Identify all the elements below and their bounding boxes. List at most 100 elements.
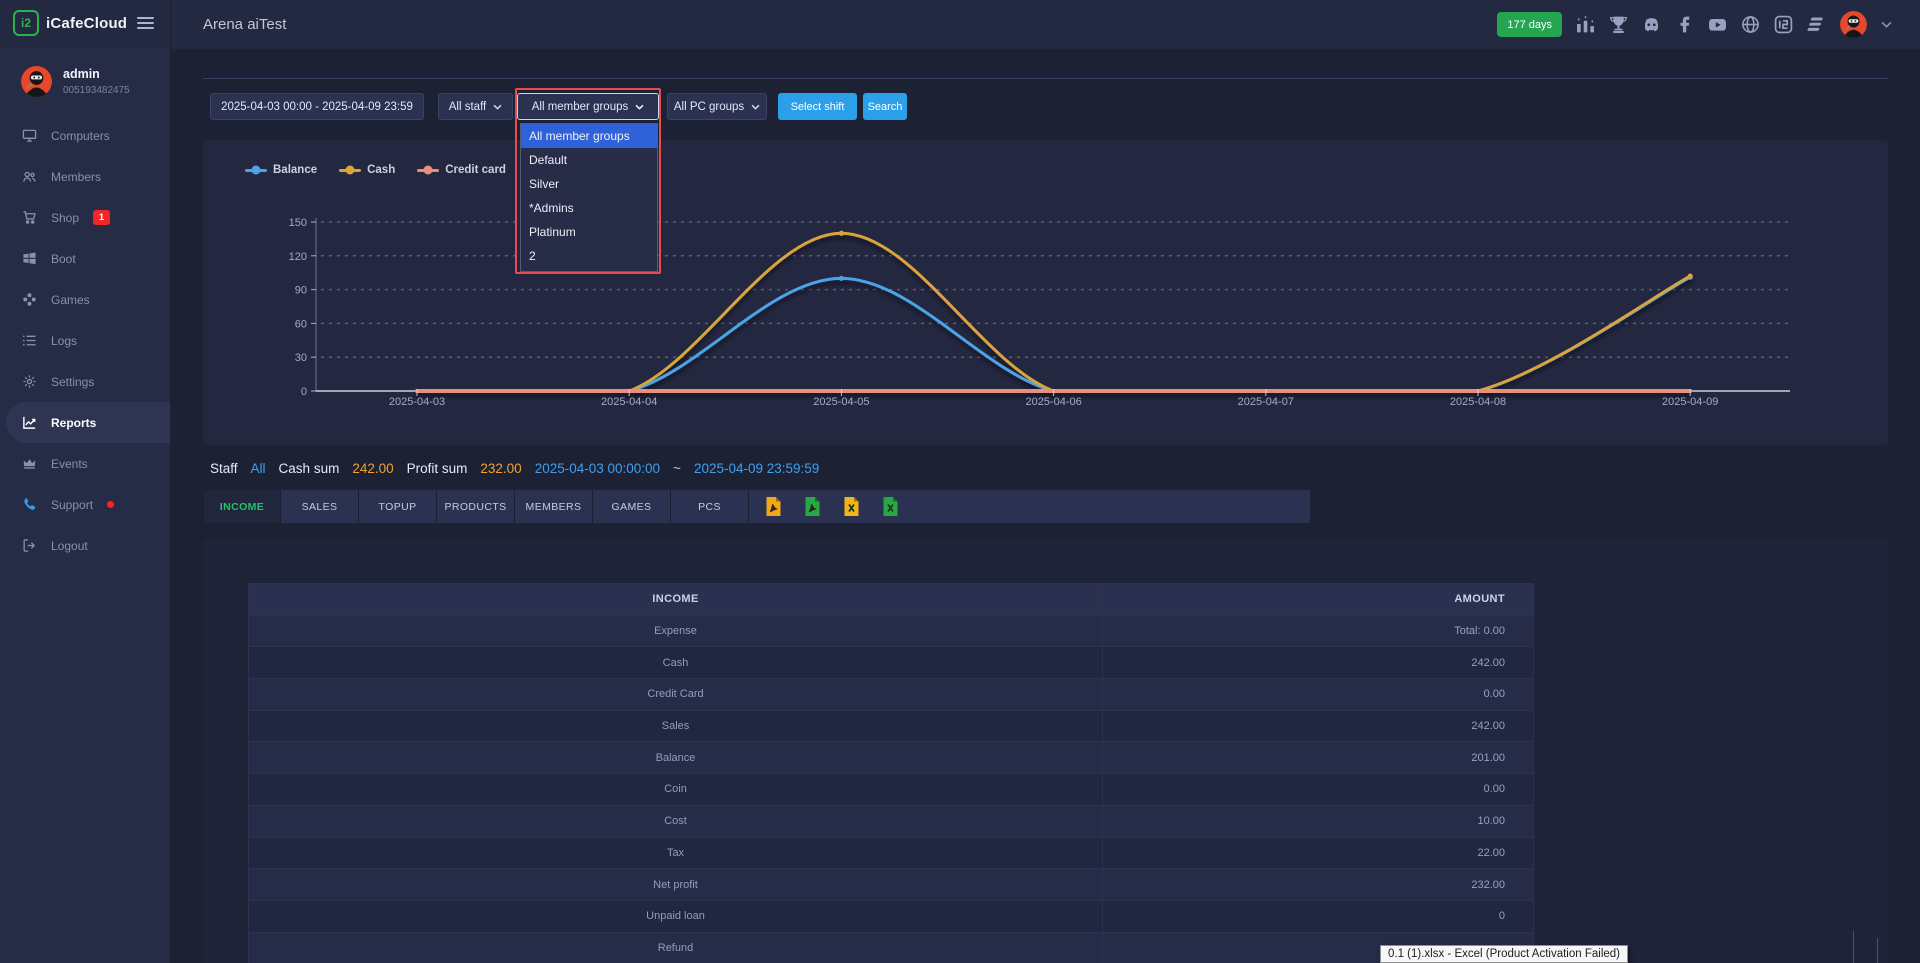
member-groups-select[interactable]: All member groups xyxy=(517,93,659,120)
range-end: 2025-04-09 23:59:59 xyxy=(693,461,820,476)
table-row[interactable]: Net profit 232.00 xyxy=(249,869,1533,901)
pc-groups-select[interactable]: All PC groups xyxy=(667,93,767,120)
table-header-row: INCOME AMOUNT xyxy=(249,584,1533,616)
svg-text:90: 90 xyxy=(295,285,307,297)
staff-select[interactable]: All staff xyxy=(438,93,513,120)
sidebar-item-reports[interactable]: Reports xyxy=(6,402,170,443)
table-row[interactable]: Coin 0.00 xyxy=(249,774,1533,806)
member-group-option[interactable]: Default xyxy=(529,153,568,167)
income-label: Cost xyxy=(249,805,1103,837)
select-shift-button[interactable]: Select shift xyxy=(778,93,857,120)
tab-pcs[interactable]: PCS xyxy=(671,490,749,523)
sidebar-item-label: Games xyxy=(51,292,90,307)
sidebar-user[interactable]: admin 005193482475 xyxy=(21,66,130,97)
date-range-input[interactable]: 2025-04-03 00:00 - 2025-04-09 23:59 xyxy=(210,93,424,120)
tab-topup[interactable]: TOPUP xyxy=(359,490,437,523)
sidebar-item-label: Reports xyxy=(51,415,97,430)
member-group-option[interactable]: *Admins xyxy=(529,201,574,215)
globe-icon[interactable] xyxy=(1741,15,1760,34)
svg-text:2025-04-09: 2025-04-09 xyxy=(1662,396,1718,408)
ranking-icon[interactable] xyxy=(1576,15,1595,34)
cash-sum-label: Cash sum xyxy=(278,461,340,476)
member-group-option[interactable]: All member groups xyxy=(521,124,657,148)
svg-text:2025-04-05: 2025-04-05 xyxy=(813,396,869,408)
topbar-actions: 177 days xyxy=(1497,0,1892,49)
range-tilde: ~ xyxy=(673,461,681,476)
table-row[interactable]: Expense Total: 0.00 xyxy=(249,615,1533,648)
brand-name: iCafeCloud xyxy=(46,14,128,32)
cash-sum-value: 242.00 xyxy=(352,461,394,476)
member-group-option[interactable]: 2 xyxy=(529,249,536,263)
tab-sales[interactable]: SALES xyxy=(281,490,359,523)
member-group-option[interactable]: Silver xyxy=(529,177,560,191)
hamburger-menu-icon[interactable] xyxy=(137,17,154,32)
sidebar-item-logout[interactable]: Logout xyxy=(0,525,170,566)
income-table: INCOME AMOUNT Expense Total: 0.00 Cash 242.00… xyxy=(248,583,1534,963)
table-row[interactable]: Unpaid loan 0 xyxy=(249,900,1533,933)
discord-icon[interactable] xyxy=(1642,15,1661,34)
chevron-down-icon xyxy=(635,104,644,110)
taskbar-tooltip: 0.1 (1).xlsx - Excel (Product Activation… xyxy=(1380,945,1628,963)
sidebar: admin 005193482475 Computers Members Shop 1… xyxy=(0,49,170,963)
icafecloud-icon[interactable] xyxy=(1774,15,1793,34)
tab-products[interactable]: PRODUCTS xyxy=(437,490,515,523)
sidebar-item-support[interactable]: Support xyxy=(0,484,170,525)
trophy-icon[interactable] xyxy=(1609,15,1628,34)
sidebar-item-computers[interactable]: Computers xyxy=(0,115,170,156)
sidebar-item-members[interactable]: Members xyxy=(0,156,170,197)
events-icon xyxy=(22,456,37,471)
staff-label: Staff xyxy=(210,461,238,476)
window-edge xyxy=(1877,938,1878,963)
member-group-option[interactable]: Platinum xyxy=(529,225,576,239)
chevron-down-icon[interactable] xyxy=(1881,15,1892,34)
staff-value[interactable]: All xyxy=(250,461,266,476)
export-pdf-green-icon[interactable] xyxy=(804,496,821,517)
legend-item-cash[interactable]: Cash xyxy=(339,164,395,176)
table-row[interactable]: Sales 242.00 xyxy=(249,710,1533,743)
user-avatar[interactable] xyxy=(1840,11,1867,38)
youtube-icon[interactable] xyxy=(1708,15,1727,34)
range-start: 2025-04-03 00:00:00 xyxy=(534,461,661,476)
table-row[interactable]: Cost 10.00 xyxy=(249,805,1533,838)
svg-text:150: 150 xyxy=(289,217,307,229)
legend-item-credit-card[interactable]: Credit card xyxy=(417,164,506,176)
export-xlsx-green-icon[interactable] xyxy=(882,496,899,517)
layers-icon[interactable] xyxy=(1807,15,1826,34)
chart-card: 0 30 60 90 120 150 2025-04-03 2025-04-04 2025-04… xyxy=(203,140,1888,445)
support-icon xyxy=(22,497,37,512)
sidebar-item-logs[interactable]: Logs xyxy=(0,320,170,361)
sidebar-item-boot[interactable]: Boot xyxy=(0,238,170,279)
sidebar-item-label: Logs xyxy=(51,333,78,348)
license-days-badge[interactable]: 177 days xyxy=(1497,12,1562,37)
table-row[interactable]: Credit Card 0.00 xyxy=(249,679,1533,711)
table-row[interactable]: Balance 201.00 xyxy=(249,742,1533,775)
settings-icon xyxy=(22,374,37,389)
topbar: i2 iCafeCloud Arena aiTest 177 days xyxy=(0,0,1920,49)
legend-marker-icon xyxy=(417,165,440,175)
table-row[interactable]: Tax 22.00 xyxy=(249,837,1533,870)
income-label: Balance xyxy=(249,742,1103,774)
tab-income[interactable]: INCOME xyxy=(203,490,281,523)
brand-logo[interactable]: i2 iCafeCloud xyxy=(13,10,127,36)
legend-item-balance[interactable]: Balance xyxy=(245,164,317,176)
pc-groups-select-value: All PC groups xyxy=(673,100,745,113)
sidebar-item-shop[interactable]: Shop 1 xyxy=(0,197,170,238)
line-chart: 0 30 60 90 120 150 2025-04-03 2025-04-04 2025-04… xyxy=(289,217,1790,408)
sidebar-item-games[interactable]: Games xyxy=(0,279,170,320)
tab-games[interactable]: GAMES xyxy=(593,490,671,523)
report-tabs: INCOME SALES TOPUP PRODUCTS MEMBERS GAMES PCS xyxy=(203,490,1310,523)
tab-members[interactable]: MEMBERS xyxy=(515,490,593,523)
export-xlsx-yellow-icon[interactable] xyxy=(843,496,860,517)
table-row[interactable]: Cash 242.00 xyxy=(249,647,1533,680)
support-alert-dot xyxy=(107,501,115,508)
shop-icon xyxy=(22,210,37,225)
member-groups-dropdown-list: All member groups Default Silver *Admins Pla… xyxy=(520,123,658,272)
shop-count-badge: 1 xyxy=(93,210,111,225)
facebook-icon[interactable] xyxy=(1675,15,1694,34)
sidebar-item-settings[interactable]: Settings xyxy=(0,361,170,402)
table-row[interactable]: Refund xyxy=(249,932,1533,963)
export-pdf-yellow-icon[interactable] xyxy=(765,496,782,517)
search-button[interactable]: Search xyxy=(863,93,907,120)
sidebar-item-events[interactable]: Events xyxy=(0,443,170,484)
